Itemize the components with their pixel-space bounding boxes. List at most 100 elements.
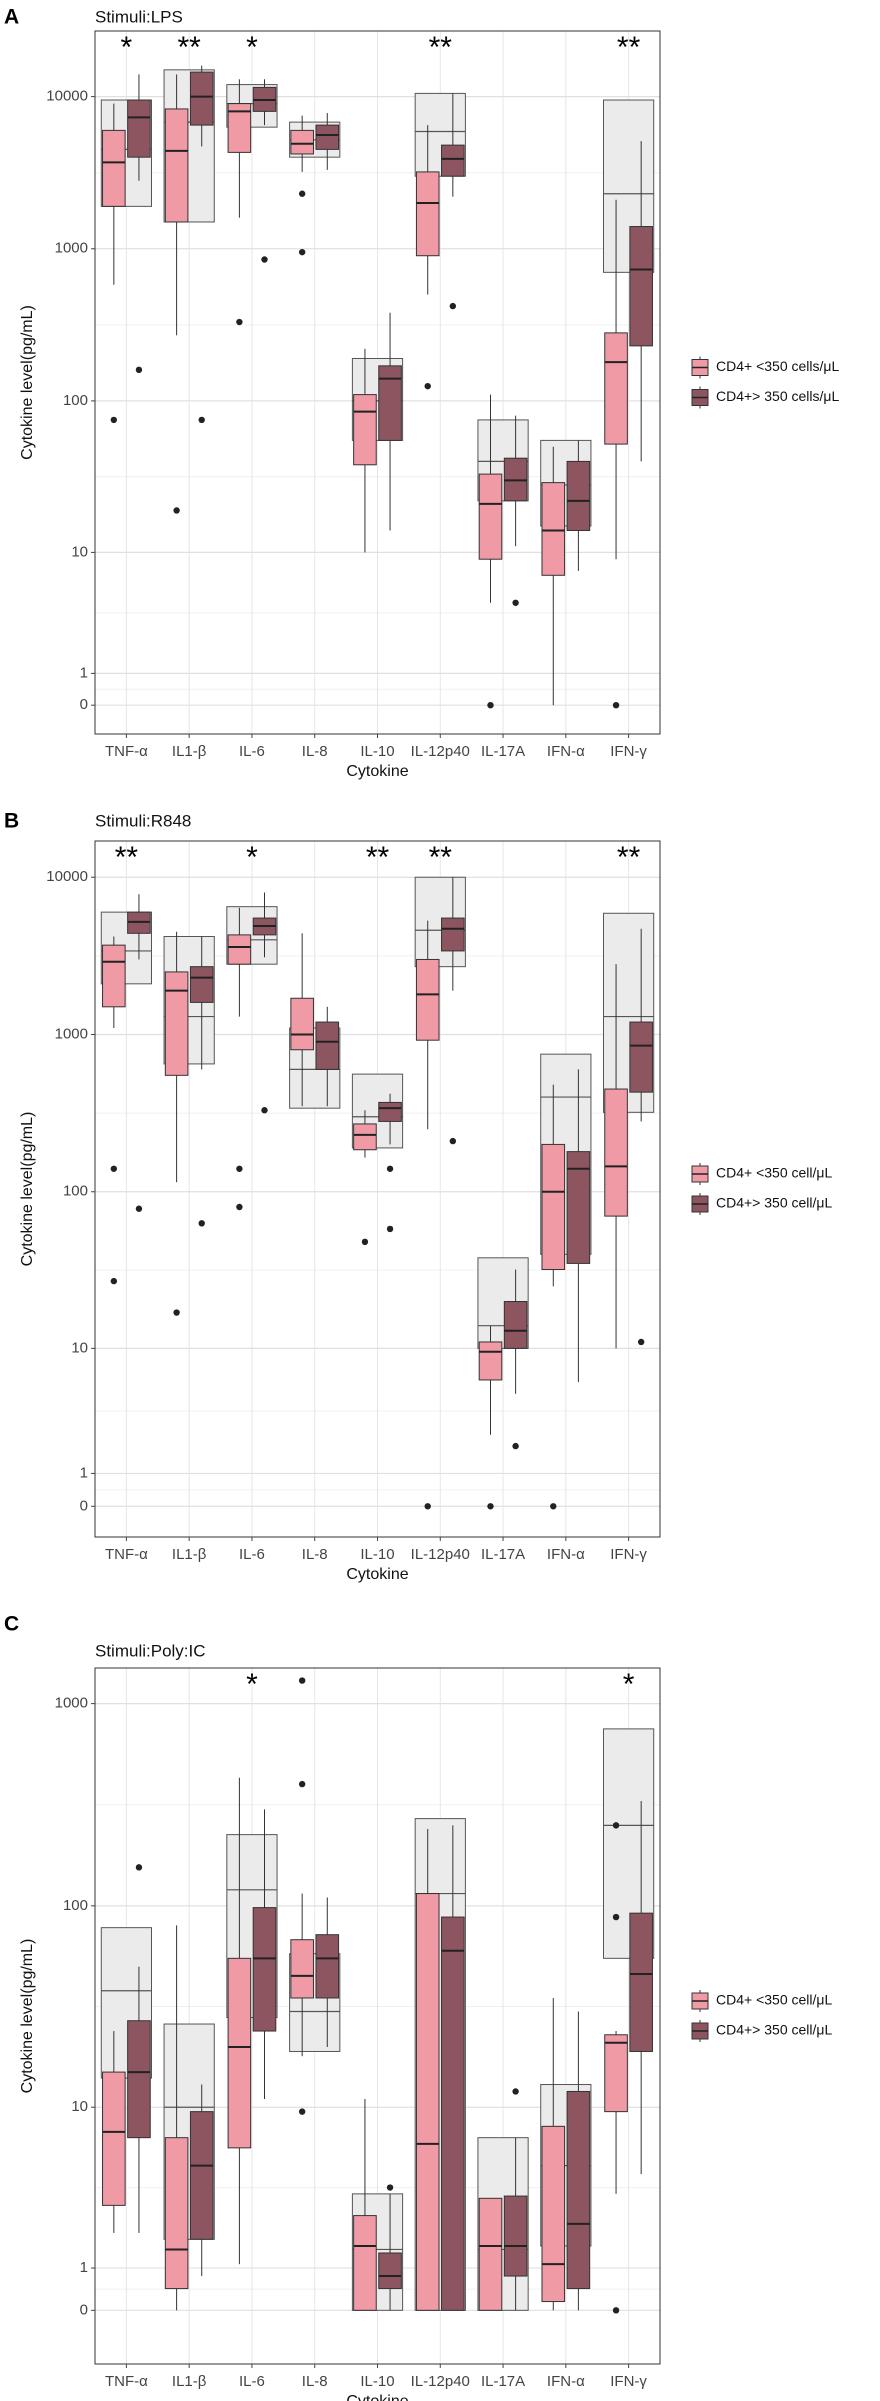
outlier [110,416,118,424]
outlier [173,1309,180,1316]
box [290,129,314,155]
box [478,473,503,560]
x-tick-label: IL1-β [172,2373,207,2390]
box [441,917,465,952]
significance-annotation: * [246,841,258,874]
legend-label: CD4+> 350 cell/μL [716,2022,832,2038]
x-tick-label: IL-12p40 [411,743,470,760]
y-tick-label: 10 [71,2098,88,2115]
outlier [198,416,205,424]
outlier [487,1503,494,1510]
box [102,944,126,1008]
outlier [298,248,306,256]
box [478,1341,503,1381]
x-tick-label: IL-8 [302,743,328,760]
outlier [261,256,268,263]
y-tick-label: 1000 [55,1025,88,1042]
y-tick-label: 0 [80,1497,88,1514]
outlier [512,1442,519,1450]
x-tick-label: IFN-γ [610,743,647,760]
outlier [386,1165,394,1172]
outlier [261,1107,268,1114]
x-tick-label: IFN-α [547,2373,585,2390]
significance-annotation: * [121,31,133,64]
outlier [298,1677,306,1684]
x-tick-label: IL-12p40 [411,1546,470,1563]
outlier [386,2184,394,2191]
x-tick-label: IFN-γ [610,2373,647,2390]
box [503,2195,528,2277]
x-tick-label: IL-17A [481,743,525,760]
box [315,124,340,150]
outlier [298,2108,306,2115]
box [290,1939,314,1999]
panel-label: A [4,6,19,29]
box [164,971,189,1076]
panel: C Stimuli:Poly:IC 0 1 10 100 1000 TNF-α IL1-β IL-… [4,1613,832,2401]
box [566,2090,591,2290]
box [353,394,377,466]
x-axis-label: Cytokine [346,2393,408,2401]
y-tick-label: 0 [80,2301,88,2318]
box [290,997,314,1051]
panel-title: Stimuli:Poly:IC [95,1641,206,1660]
outlier [612,701,620,709]
y-tick-label: 1 [80,2259,88,2276]
y-tick-label: 1000 [55,240,88,257]
y-tick-label: 10000 [46,868,88,885]
box [415,171,440,257]
x-tick-label: IL-12p40 [411,2373,470,2390]
y-axis-label: Cytokine level(pg/mL) [19,305,36,460]
outlier [449,302,457,310]
panel-label: C [4,1613,19,1636]
box [566,460,591,531]
box [415,958,440,1041]
outlier [110,1165,118,1172]
box [378,1101,402,1122]
x-tick-label: TNF-α [105,743,148,760]
outlier [198,1220,205,1227]
box [353,1123,377,1151]
outlier [612,1913,620,1921]
significance-annotation: ** [177,31,201,64]
box [164,2137,189,2290]
y-axis-label: Cytokine level(pg/mL) [19,1112,36,1267]
outlier [449,1137,457,1145]
box [478,2197,503,2311]
outlier [637,1338,645,1346]
box [541,2125,566,2303]
y-tick-label: 1 [80,1464,88,1481]
outlier [110,1277,118,1285]
box [227,934,252,965]
box [629,1912,653,2052]
x-tick-label: IL-17A [481,2373,525,2390]
x-tick-label: IL-6 [239,2373,265,2390]
x-tick-label: IL-10 [360,2373,394,2390]
panel: A Stimuli:LPS 0 1 10 100 1000 10000 TNF-α * IL1-β *… [4,6,839,781]
legend-label: CD4+ <350 cells/μL [716,358,839,374]
box [227,1957,252,2149]
y-tick-label: 100 [63,392,88,409]
outlier [550,1503,557,1510]
box [629,1021,653,1093]
outlier [135,366,143,374]
outlier [236,1165,243,1172]
box [189,2111,214,2240]
x-tick-label: IL-8 [302,1546,328,1563]
significance-annotation: * [623,1668,635,1701]
x-tick-label: IFN-α [547,1546,585,1563]
outlier [298,1780,306,1788]
legend-label: CD4+> 350 cells/μL [716,388,839,404]
x-tick-label: IL-10 [360,743,394,760]
y-tick-label: 10 [71,1339,88,1356]
panel-label: B [4,810,19,833]
box [378,2252,402,2290]
x-tick-label: TNF-α [105,1546,148,1563]
x-axis-label: Cytokine [346,763,408,780]
box [227,103,252,153]
y-tick-label: 1000 [55,1695,88,1712]
x-tick-label: IL-8 [302,2373,328,2390]
x-tick-label: IL-6 [239,1546,265,1563]
box [164,108,189,223]
